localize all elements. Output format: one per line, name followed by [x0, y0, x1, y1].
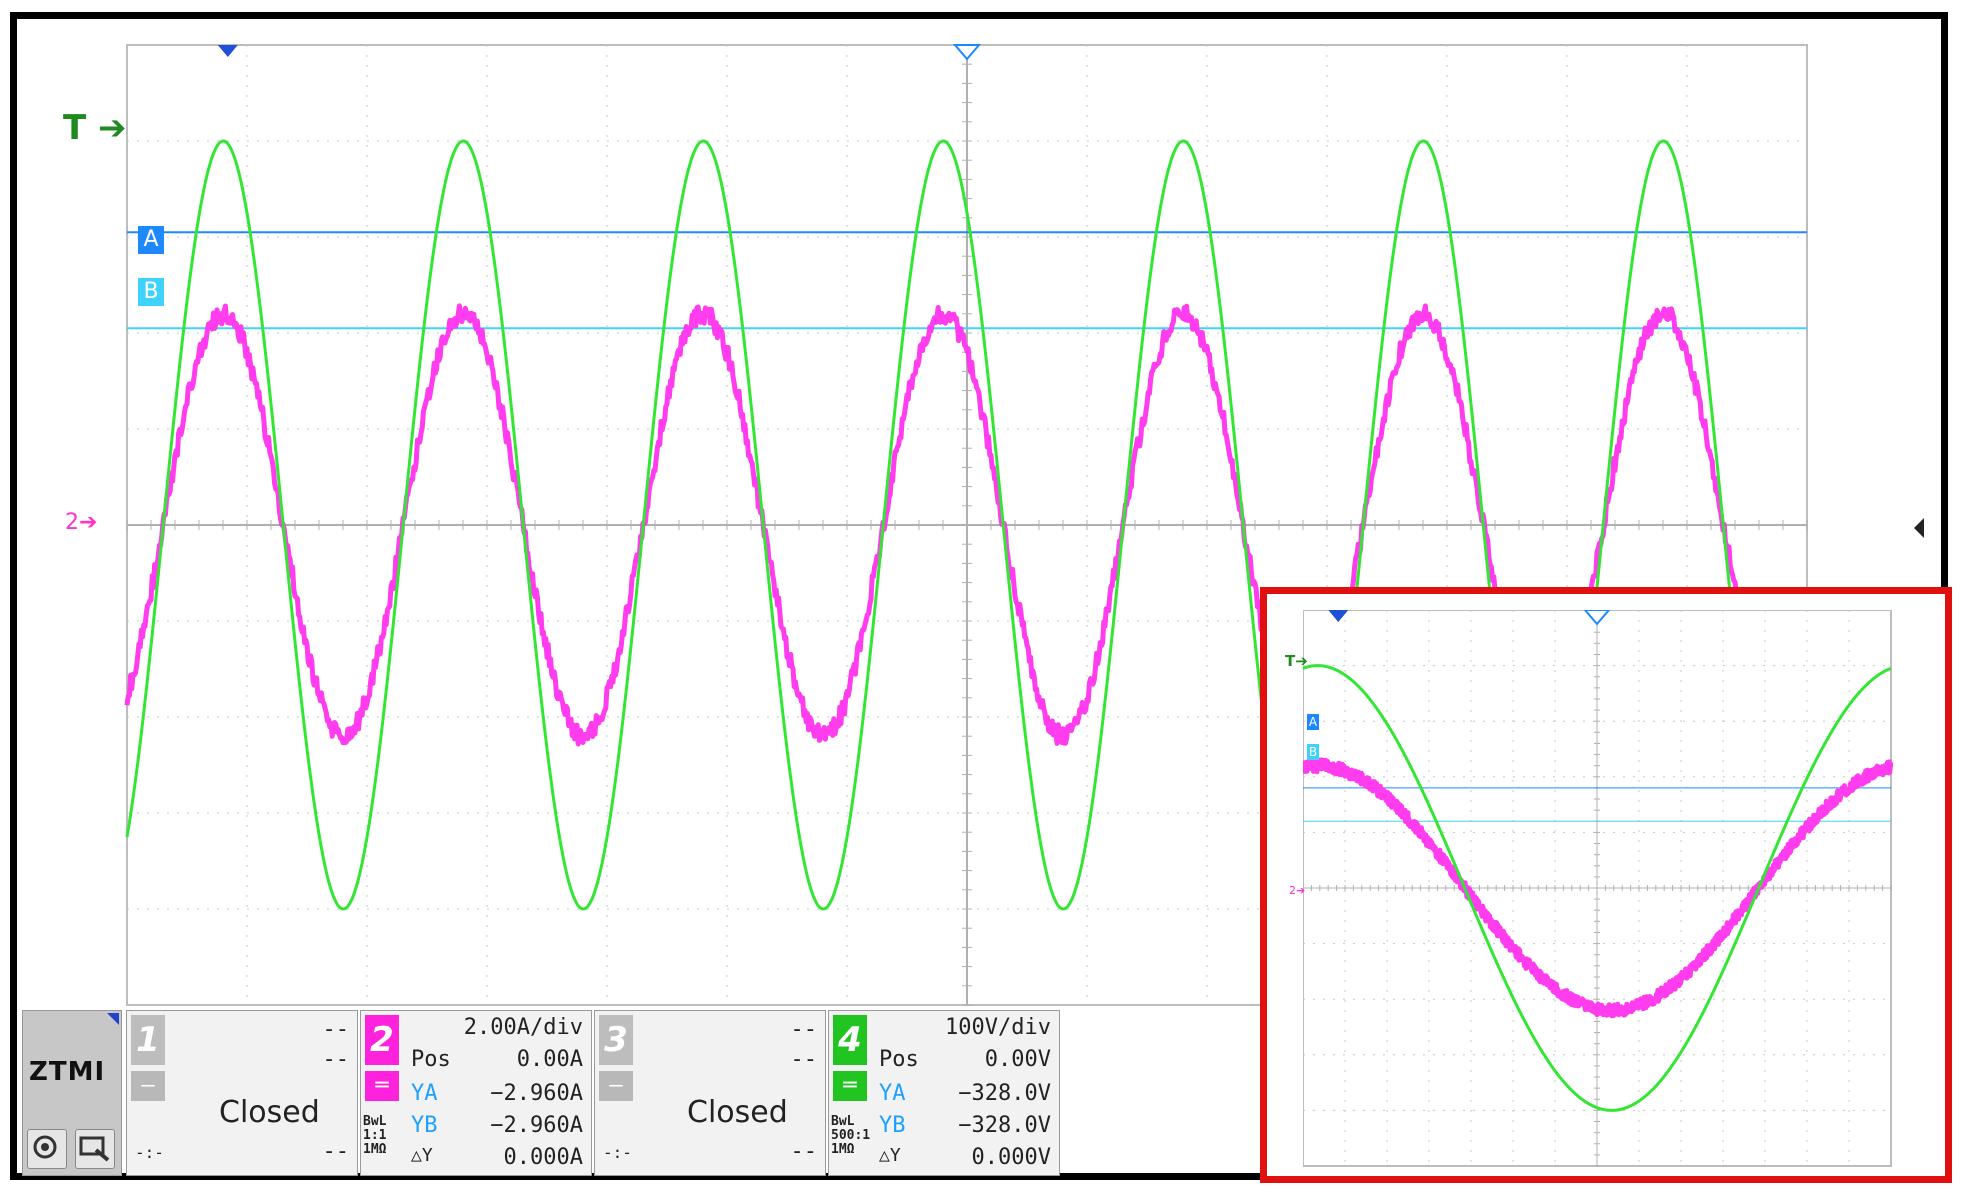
inset-trigger-label: T: [1285, 652, 1295, 670]
trigger-level-marker[interactable]: T ➔: [63, 108, 127, 148]
channel-3-line2: --: [791, 1047, 818, 1072]
trigger-label: T: [63, 108, 86, 148]
channel-1-foot-right: --: [323, 1139, 350, 1164]
touch-tool-icon[interactable]: [75, 1129, 115, 1169]
channel-2-ya-label: YA: [411, 1081, 438, 1106]
channel-3-foot-left: -:-: [603, 1143, 632, 1162]
channel-1-status: Closed: [219, 1095, 320, 1130]
channel-2-coupling: BwL: [363, 1115, 401, 1129]
channel-2-number[interactable]: 2: [365, 1015, 399, 1065]
cursor-a-tag[interactable]: A: [138, 226, 164, 254]
zoom-tool-icon[interactable]: [27, 1129, 67, 1169]
channel-1-number[interactable]: 1: [131, 1015, 165, 1065]
channel-3-status: Closed: [687, 1095, 788, 1130]
channel-2-ya-value: −2.960A: [490, 1081, 583, 1106]
channel-reference-marker[interactable]: 2➔: [65, 510, 97, 535]
channel-3-foot-right: --: [791, 1139, 818, 1164]
inset-reference-arrow-icon: ➔: [1296, 884, 1305, 897]
channel-2-pos-value: 0.00A: [517, 1047, 583, 1072]
channel-2-scale[interactable]: 2.00A/div: [464, 1015, 583, 1040]
channel-2-yb-label: YB: [411, 1113, 438, 1138]
channel-2-bw: BwL 1:1 1MΩ: [363, 1115, 401, 1157]
channel-2-pos-label: Pos: [411, 1047, 451, 1072]
channel-2-dy-label: △Y: [411, 1145, 433, 1166]
channel-3-minus-icon[interactable]: –: [599, 1071, 633, 1101]
channel-3-number[interactable]: 3: [599, 1015, 633, 1065]
reference-label: 2: [65, 510, 79, 535]
channel-1-minus-icon[interactable]: –: [131, 1071, 165, 1101]
channel-4-pos-value: 0.00V: [985, 1047, 1051, 1072]
inset-cursor-a-tag: A: [1307, 714, 1319, 730]
channel-4-bw: BwL 500:1 1MΩ: [831, 1115, 869, 1157]
channel-4-pos-label: Pos: [879, 1047, 919, 1072]
inset-trigger-arrow-icon: ➔: [1295, 652, 1308, 670]
channel-4-block[interactable]: 4 ═ BwL 500:1 1MΩ 100V/div Pos 0.00V YA …: [828, 1010, 1060, 1176]
inset-reference-label: 2: [1289, 884, 1296, 897]
channel-1-block[interactable]: 1 – -- -- Closed -:- --: [126, 1010, 358, 1176]
corner-flag-icon: [107, 1013, 119, 1025]
channel-4-coupling: BwL: [831, 1115, 869, 1129]
expand-menu-arrow-icon[interactable]: [1914, 518, 1924, 538]
channel-2-yb-value: −2.960A: [490, 1113, 583, 1138]
channel-4-dy-value: 0.000V: [972, 1145, 1051, 1170]
brand-box: ZTMI: [22, 1010, 122, 1176]
channel-1-line1: --: [323, 1017, 350, 1042]
channel-4-ya-value: −328.0V: [958, 1081, 1051, 1106]
channel-4-probe: 500:1: [831, 1129, 869, 1143]
channel-4-ya-label: YA: [879, 1081, 906, 1106]
channel-4-yb-value: −328.0V: [958, 1113, 1051, 1138]
inset-reference-marker: 2➔: [1289, 884, 1305, 897]
zoom-inset: T➔ 2➔ A B: [1260, 587, 1952, 1183]
inset-waveform-display: [1303, 610, 1893, 1170]
channel-2-dy-value: 0.000A: [504, 1145, 583, 1170]
channel-4-dy-label: △Y: [879, 1145, 901, 1166]
channel-3-block[interactable]: 3 – -- -- Closed -:- --: [594, 1010, 826, 1176]
channel-4-yb-label: YB: [879, 1113, 906, 1138]
channel-4-coupling-icon[interactable]: ═: [833, 1071, 867, 1101]
reference-arrow-icon: ➔: [79, 510, 97, 535]
channel-4-impedance: 1MΩ: [831, 1143, 869, 1157]
channel-2-coupling-icon[interactable]: ═: [365, 1071, 399, 1101]
channel-2-probe: 1:1: [363, 1129, 401, 1143]
inset-cursor-b-tag: B: [1307, 744, 1319, 760]
channel-2-impedance: 1MΩ: [363, 1143, 401, 1157]
channel-2-block[interactable]: 2 ═ BwL 1:1 1MΩ 2.00A/div Pos 0.00A YA −…: [360, 1010, 592, 1176]
channel-1-foot-left: -:-: [135, 1143, 164, 1162]
brand-logo: ZTMI: [29, 1057, 105, 1087]
cursor-b-tag[interactable]: B: [138, 278, 164, 306]
channel-4-scale[interactable]: 100V/div: [945, 1015, 1051, 1040]
channel-1-line2: --: [323, 1047, 350, 1072]
channel-4-number[interactable]: 4: [833, 1015, 867, 1065]
channel-3-line1: --: [791, 1017, 818, 1042]
inset-trigger-marker: T➔: [1285, 652, 1308, 670]
trigger-arrow-icon: ➔: [86, 108, 126, 148]
